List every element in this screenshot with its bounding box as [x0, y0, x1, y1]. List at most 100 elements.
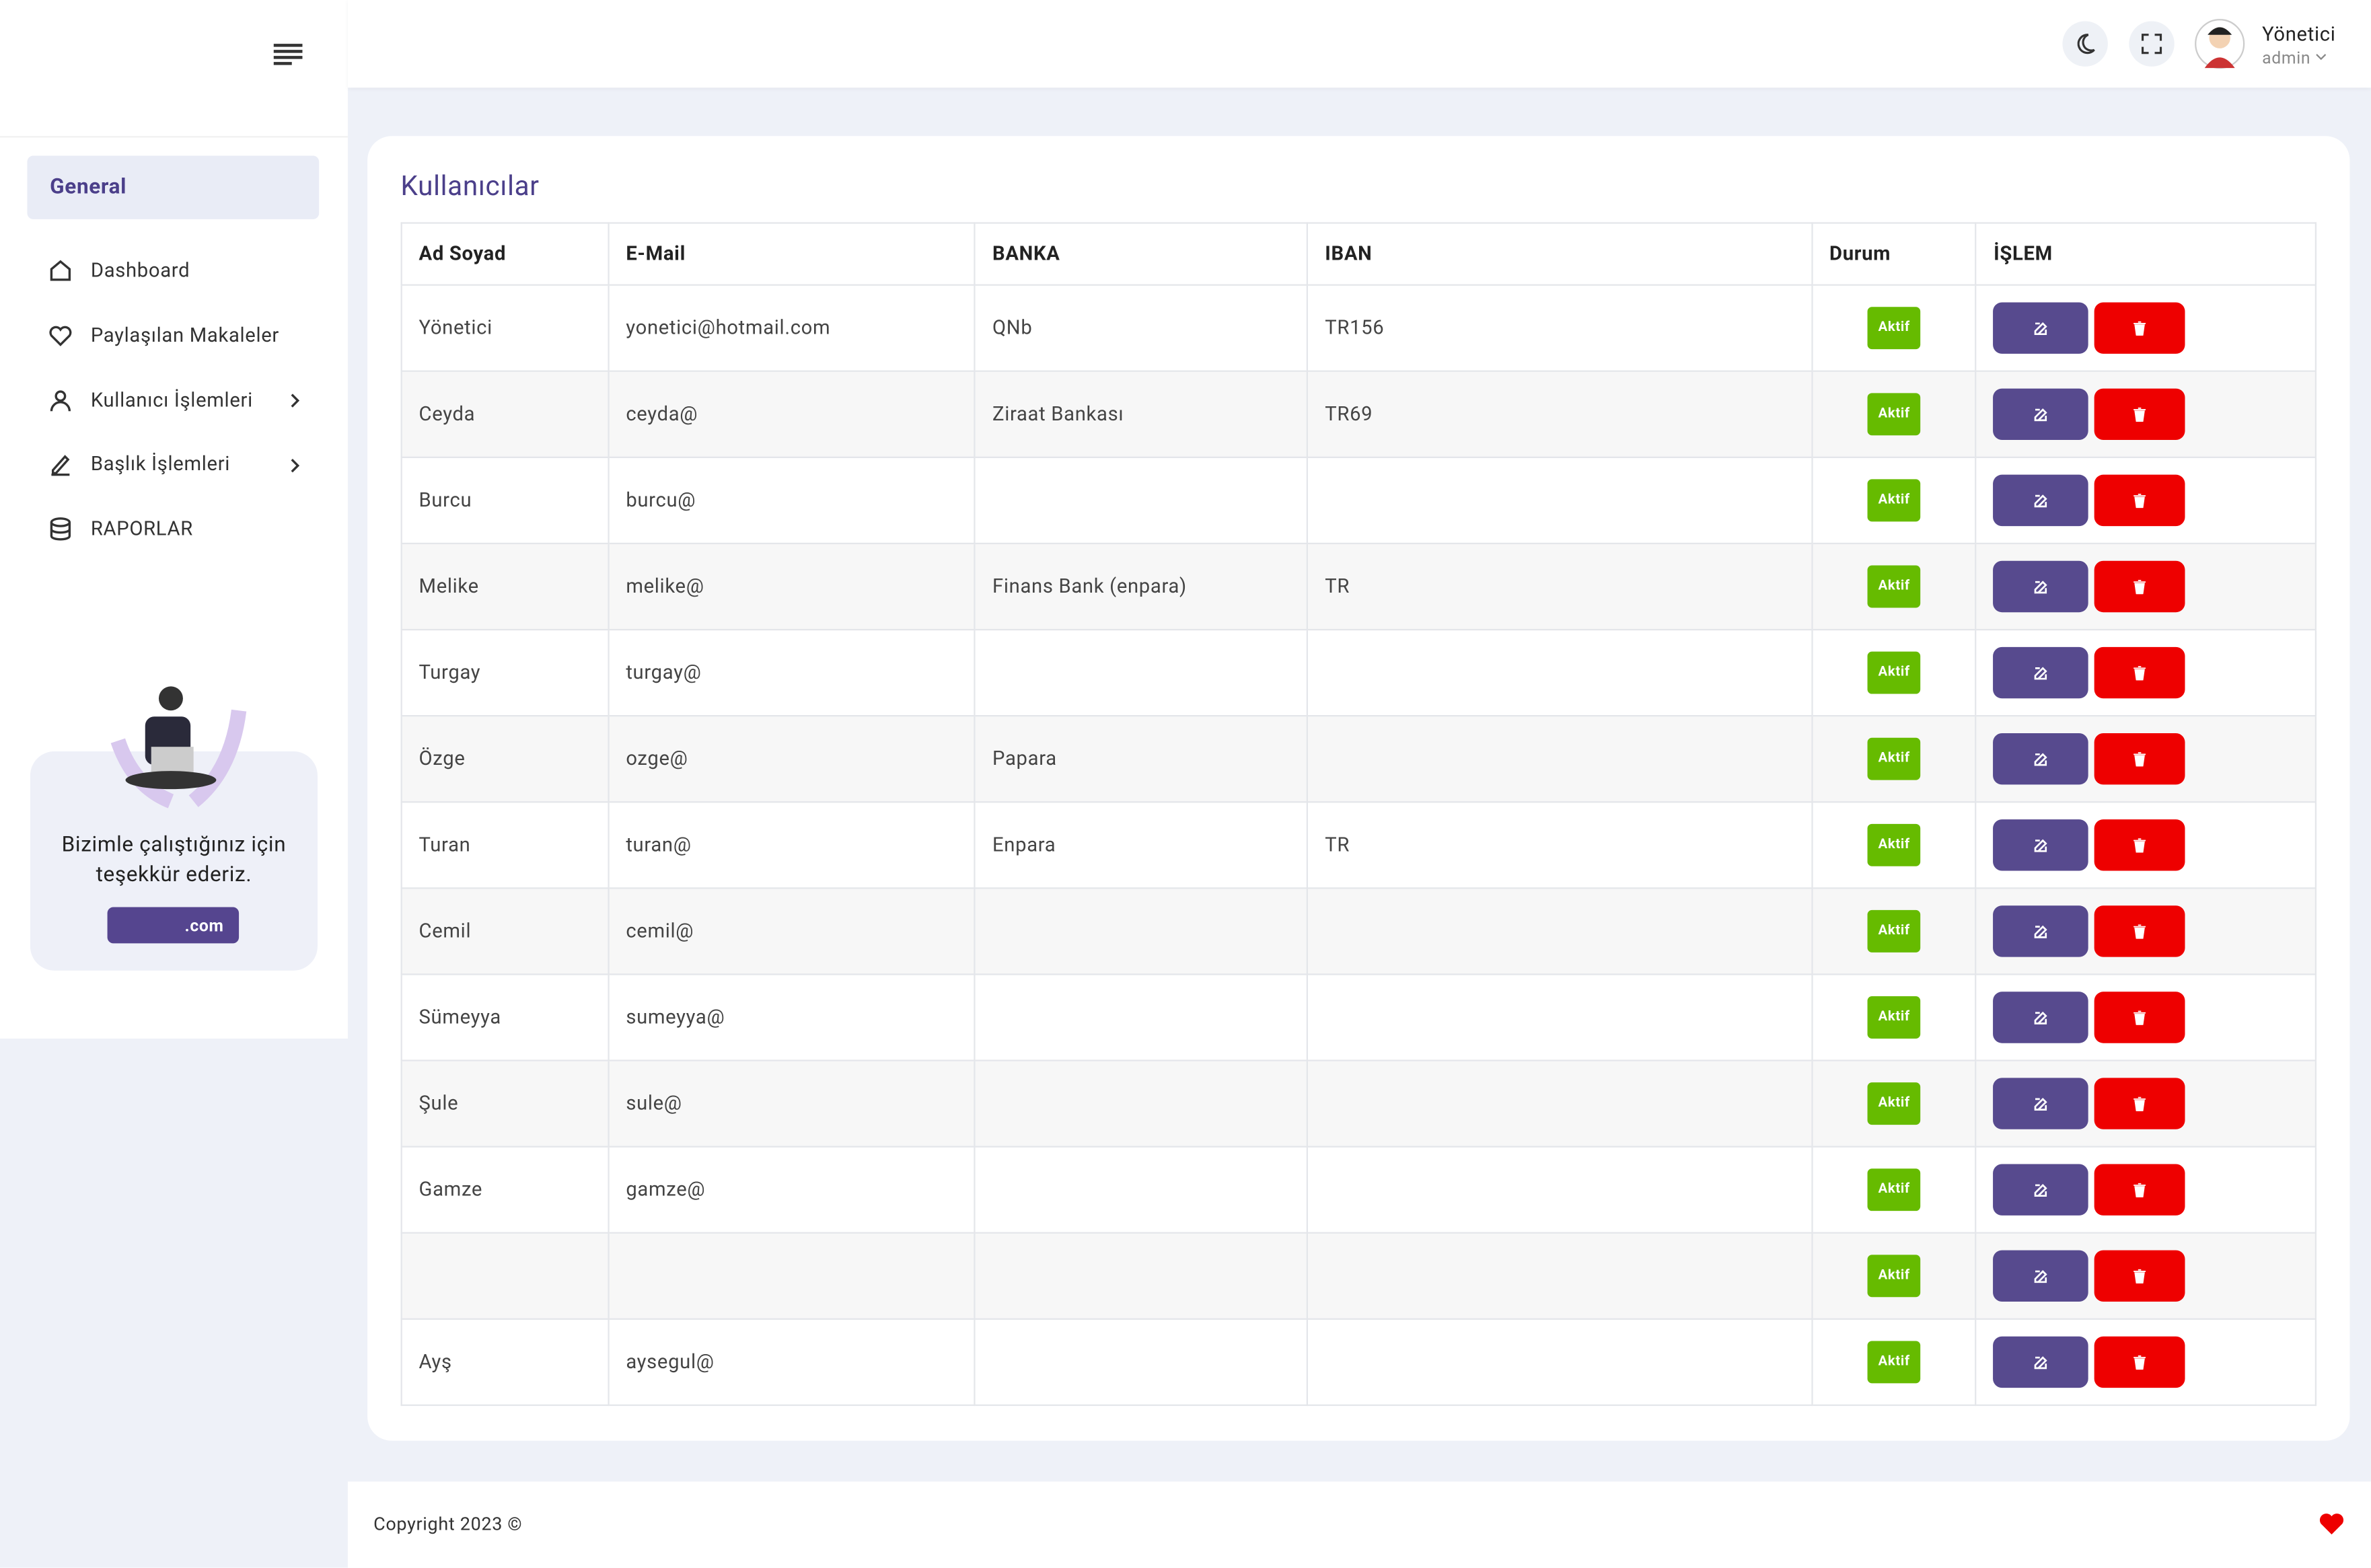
menu-label: Kullanıcı İşlemleri: [90, 389, 253, 412]
edit-button[interactable]: [1994, 560, 2089, 613]
menu-item[interactable]: Paylaşılan Makaleler: [48, 324, 279, 348]
table-row: Turgay turgay@ Aktif: [400, 628, 2317, 717]
card-title: Kullanıcılar: [400, 170, 540, 203]
cell: Melike: [400, 542, 610, 631]
delete-button[interactable]: [2094, 819, 2186, 871]
menu-label: Başlık İşlemleri: [90, 453, 231, 476]
edit-button[interactable]: [1994, 646, 2089, 699]
status-cell: Aktif: [1811, 628, 1977, 717]
status-badge: Aktif: [1867, 479, 1921, 522]
table-row: Şule sule@ Aktif: [400, 1059, 2317, 1148]
theme-toggle[interactable]: [2062, 21, 2108, 67]
column-header: İŞLEM: [1975, 222, 2317, 286]
edit-button[interactable]: [1994, 1078, 2089, 1129]
cell: yonetici@hotmail.com: [608, 284, 976, 372]
menu-item[interactable]: Kullanıcı İşlemleri: [48, 389, 253, 413]
user-name: Yönetici: [2262, 24, 2336, 47]
column-header: BANKA: [974, 222, 1309, 286]
edit-button[interactable]: [1994, 905, 2089, 957]
status-badge: Aktif: [1867, 1082, 1921, 1125]
edit-button[interactable]: [1994, 388, 2089, 440]
actions-cell: [1975, 1318, 2317, 1407]
users-table: Ad Soyad E-Mail BANKA IBAN Durum İŞLEM Yöneti…: [400, 222, 2317, 1407]
delete-button[interactable]: [2094, 1164, 2186, 1216]
delete-button[interactable]: [2094, 302, 2186, 354]
delete-button[interactable]: [2094, 1250, 2186, 1302]
cell: [974, 887, 1309, 975]
status-cell: Aktif: [1811, 887, 1977, 975]
edit-button[interactable]: [1994, 1250, 2089, 1302]
delete-button[interactable]: [2094, 905, 2186, 957]
cell: Yönetici: [400, 284, 610, 372]
status-badge: Aktif: [1867, 823, 1921, 866]
menu-label: RAPORLAR: [90, 517, 193, 541]
menu-item[interactable]: Dashboard: [48, 258, 190, 283]
edit-button[interactable]: [1994, 819, 2089, 871]
cell: Gamze: [400, 1146, 610, 1234]
cell: Finans Bank (enpara): [974, 542, 1309, 631]
copyright: Copyright 2023 ©: [373, 1513, 523, 1535]
delete-button[interactable]: [2094, 560, 2186, 613]
avatar[interactable]: [2194, 18, 2245, 69]
cell: Şule: [400, 1059, 610, 1148]
delete-button[interactable]: [2094, 646, 2186, 699]
cell: Turan: [400, 801, 610, 889]
status-cell: Aktif: [1811, 1146, 1977, 1234]
delete-button[interactable]: [2094, 474, 2186, 527]
edit-button[interactable]: [1994, 1336, 2089, 1388]
edit-button[interactable]: [1994, 1164, 2089, 1216]
cell: [1307, 1059, 1813, 1148]
promo-button[interactable]: .com: [107, 907, 240, 944]
section-title: General: [50, 175, 127, 200]
menu-item[interactable]: RAPORLAR: [48, 517, 193, 542]
delete-button[interactable]: [2094, 1078, 2186, 1129]
menu-toggle[interactable]: [272, 42, 305, 67]
menu-item[interactable]: Başlık İşlemleri: [48, 452, 230, 476]
cell: melike@: [608, 542, 976, 631]
cell: [1307, 1146, 1813, 1234]
delete-button[interactable]: [2094, 388, 2186, 440]
user-role[interactable]: admin: [2262, 48, 2311, 69]
cell: cemil@: [608, 887, 976, 975]
status-badge: Aktif: [1867, 393, 1921, 436]
delete-button[interactable]: [2094, 1336, 2186, 1388]
cell: turgay@: [608, 628, 976, 717]
table-row: Gamze gamze@ Aktif: [400, 1146, 2317, 1234]
edit-button[interactable]: [1994, 733, 2089, 785]
actions-cell: [1975, 801, 2317, 889]
cell: TR69: [1307, 370, 1813, 458]
status-badge: Aktif: [1867, 737, 1921, 780]
illustration: [110, 686, 247, 809]
delete-button[interactable]: [2094, 992, 2186, 1043]
cell: TR156: [1307, 284, 1813, 372]
cell: Ayş: [400, 1318, 610, 1407]
cell: Papara: [974, 715, 1309, 803]
table-row: Melike melike@ Finans Bank (enpara) TR Aktif: [400, 542, 2317, 631]
delete-button[interactable]: [2094, 733, 2186, 785]
cell: [1307, 456, 1813, 545]
cell: ozge@: [608, 715, 976, 803]
status-cell: Aktif: [1811, 715, 1977, 803]
cell: sumeyya@: [608, 973, 976, 1061]
actions-cell: [1975, 973, 2317, 1061]
status-badge: Aktif: [1867, 1255, 1921, 1298]
column-header: E-Mail: [608, 222, 976, 286]
footer: Copyright 2023 ©: [347, 1481, 2371, 1568]
cell: ceyda@: [608, 370, 976, 458]
edit-button[interactable]: [1994, 992, 2089, 1043]
actions-cell: [1975, 715, 2317, 803]
fullscreen-toggle[interactable]: [2129, 21, 2175, 67]
edit-button[interactable]: [1994, 474, 2089, 527]
table-header: Ad Soyad E-Mail BANKA IBAN Durum İŞLEM: [400, 222, 2317, 286]
cell: Turgay: [400, 628, 610, 717]
table-row: Yönetici yonetici@hotmail.com QNb TR156 Akti…: [400, 284, 2317, 372]
edit-button[interactable]: [1994, 302, 2089, 354]
status-cell: Aktif: [1811, 801, 1977, 889]
cell: [1307, 1232, 1813, 1320]
promo-text: Bizimle çalıştığınız için teşekkür ederi…: [61, 833, 287, 888]
cell: Ceyda: [400, 370, 610, 458]
cell: [974, 1232, 1309, 1320]
actions-cell: [1975, 542, 2317, 631]
table-body: Yönetici yonetici@hotmail.com QNb TR156 Akti…: [400, 284, 2317, 1407]
